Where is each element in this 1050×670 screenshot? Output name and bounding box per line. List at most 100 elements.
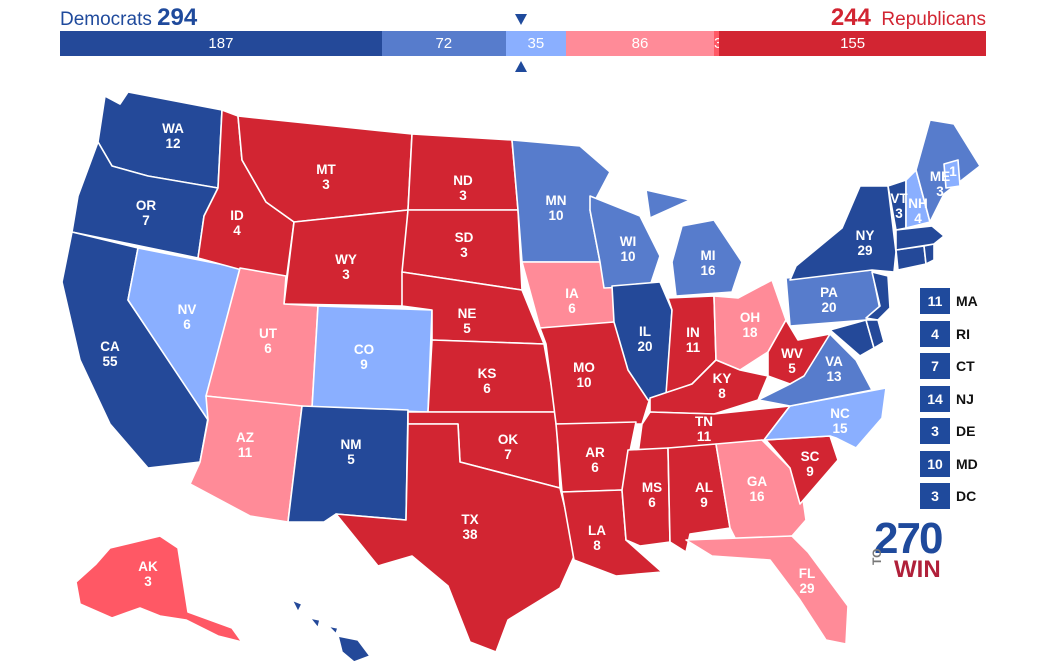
small-state-ev: 14	[920, 385, 950, 412]
logo-to: TO	[870, 548, 884, 565]
state-abbr-IL: IL	[639, 324, 651, 339]
state-ev-WA: 12	[165, 136, 180, 151]
republicans-label: Republicans	[881, 9, 986, 30]
state-abbr-PA: PA	[820, 285, 838, 300]
state-ev-CA: 55	[102, 354, 118, 369]
small-state-ev: 3	[920, 483, 950, 509]
small-state-abbr: RI	[956, 325, 970, 342]
270towin-logo: 270 TO WIN	[870, 514, 944, 583]
republicans-header: 244 Republicans	[831, 4, 986, 32]
small-state-ev: 10	[920, 450, 950, 477]
state-ev-OH: 18	[742, 325, 758, 340]
small-state-DC[interactable]: 3 DC	[920, 483, 976, 509]
small-state-RI[interactable]: 4 RI	[920, 320, 970, 347]
state-MI[interactable]	[645, 189, 743, 297]
small-state-ev: 11	[920, 288, 950, 314]
state-ev-AZ: 11	[238, 445, 253, 460]
state-abbr-UT: UT	[259, 326, 278, 341]
state-ev-SC: 9	[806, 464, 814, 479]
state-TX[interactable]	[335, 423, 577, 653]
state-abbr-MO: MO	[573, 360, 595, 375]
state-ev-VA: 13	[826, 369, 842, 384]
state-ev-PA: 20	[821, 300, 836, 315]
state-abbr-WI: WI	[620, 234, 637, 249]
state-ME-district[interactable]	[943, 159, 961, 189]
state-AK[interactable]	[75, 535, 243, 643]
bar-segment: 155	[719, 31, 986, 56]
state-ev-MN: 10	[548, 208, 563, 223]
state-abbr-AZ: AZ	[236, 430, 254, 445]
state-ev-AR: 6	[591, 460, 599, 475]
state-ev-WV: 5	[788, 361, 796, 376]
state-abbr-LA: LA	[588, 523, 606, 538]
logo-number: 270	[874, 514, 943, 563]
state-WV[interactable]	[767, 319, 831, 385]
state-abbr-MN: MN	[546, 193, 567, 208]
state-ev-VT: 3	[895, 206, 903, 221]
small-state-MA[interactable]: 11 MA	[920, 288, 978, 314]
state-abbr-KS: KS	[478, 366, 497, 381]
state-abbr-WA: WA	[162, 121, 184, 136]
state-ev-IA: 6	[568, 301, 576, 316]
state-ev-LA: 8	[593, 538, 601, 553]
state-abbr-IN: IN	[686, 325, 700, 340]
midpoint-marker-top	[515, 14, 527, 25]
state-abbr-IA: IA	[565, 286, 579, 301]
state-DE[interactable]	[865, 319, 885, 349]
democrats-header: Democrats 294	[60, 4, 197, 32]
small-state-DE[interactable]: 3 DE	[920, 418, 975, 444]
state-MA[interactable]	[895, 225, 945, 251]
state-ev-SD: 3	[460, 245, 468, 260]
state-GA[interactable]	[715, 439, 807, 541]
electoral-vote-bar: 187 72 35 86 3 155	[60, 31, 986, 56]
state-ev-TX: 38	[462, 527, 478, 542]
state-abbr-MI: MI	[701, 248, 716, 263]
state-abbr-NV: NV	[178, 302, 197, 317]
state-ev-ID: 4	[233, 223, 241, 238]
small-state-CT[interactable]: 7 CT	[920, 353, 975, 379]
state-ev-FL: 29	[799, 581, 814, 596]
small-state-ev: 7	[920, 353, 950, 379]
state-abbr-ME: ME	[930, 169, 950, 184]
small-state-ev: 4	[920, 320, 950, 347]
democrats-total: 294	[157, 4, 198, 31]
state-ev-WY: 3	[342, 267, 350, 282]
state-ev-MS: 6	[648, 495, 656, 510]
state-FL[interactable]	[685, 535, 849, 645]
small-state-MD[interactable]: 10 MD	[920, 450, 978, 477]
state-ev-KY: 8	[718, 386, 726, 401]
state-abbr-AL: AL	[695, 480, 713, 495]
bar-segment: 86	[566, 31, 715, 56]
state-abbr-ND: ND	[453, 173, 473, 188]
state-abbr-ID: ID	[230, 208, 244, 223]
state-HI[interactable]	[291, 599, 371, 663]
state-ev-NY: 29	[857, 243, 872, 258]
state-abbr-NC: NC	[830, 406, 850, 421]
bar-segment: 3	[714, 31, 720, 56]
state-abbr-NE: NE	[458, 306, 477, 321]
state-abbr-TX: TX	[461, 512, 478, 527]
state-abbr-OH: OH	[740, 310, 760, 325]
logo-win: WIN	[894, 556, 941, 583]
state-abbr-SD: SD	[455, 230, 474, 245]
state-ev-ME: 3	[936, 184, 944, 199]
state-abbr-TN: TN	[695, 414, 713, 429]
bar-segment: 35	[505, 31, 567, 56]
state-abbr-AR: AR	[585, 445, 605, 460]
state-ev-CO: 9	[360, 357, 368, 372]
small-state-abbr: MD	[956, 455, 978, 472]
state-ev-UT: 6	[264, 341, 272, 356]
state-abbr-KY: KY	[713, 371, 732, 386]
state-abbr-NM: NM	[341, 437, 362, 452]
state-abbr-GA: GA	[747, 474, 768, 489]
small-state-NJ[interactable]: 14 NJ	[920, 385, 974, 412]
state-abbr-OR: OR	[136, 198, 157, 213]
state-abbr-VT: VT	[890, 191, 908, 206]
bar-segment: 72	[381, 31, 506, 56]
state-ev-ND: 3	[459, 188, 467, 203]
state-abbr-CO: CO	[354, 342, 374, 357]
state-abbr-NH: NH	[908, 196, 928, 211]
state-ev-NM: 5	[347, 452, 355, 467]
state-ev-KS: 6	[483, 381, 491, 396]
